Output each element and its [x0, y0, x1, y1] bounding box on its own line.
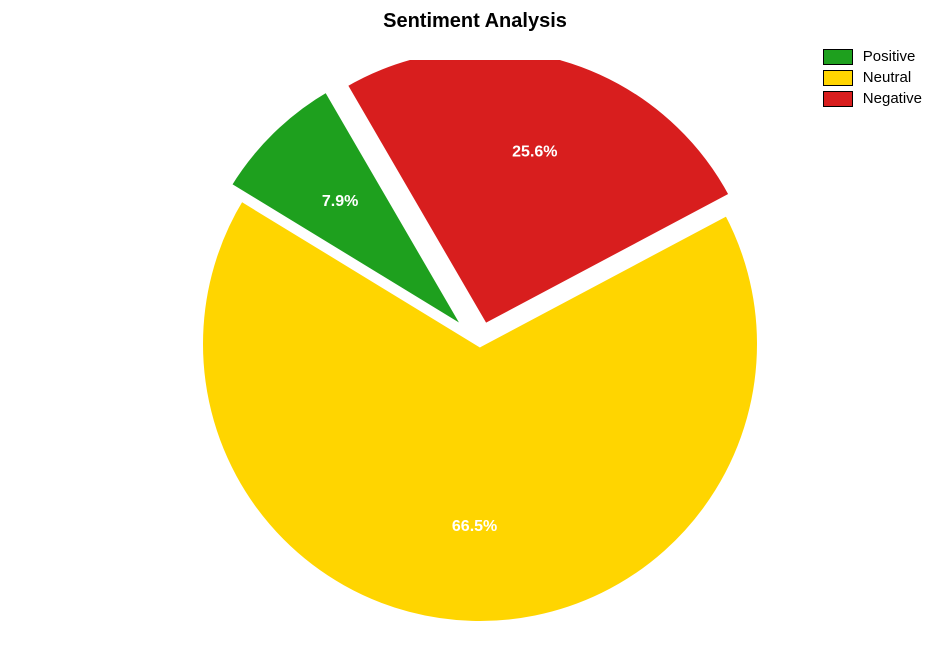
- chart-legend: Positive Neutral Negative: [823, 48, 922, 111]
- legend-label-negative: Negative: [863, 90, 922, 107]
- pie-chart-svg: 66.5% 7.9% 25.6%: [200, 60, 760, 640]
- pie-label-negative: 25.6%: [512, 144, 557, 161]
- pie-label-neutral: 66.5%: [452, 518, 497, 535]
- pie-label-positive: 7.9%: [322, 193, 358, 210]
- legend-item-positive: Positive: [823, 48, 922, 65]
- legend-swatch-positive: [823, 49, 853, 65]
- legend-label-positive: Positive: [863, 48, 916, 65]
- pie-chart-container: Sentiment Analysis 66.5% 7.9% 25.6% Positi…: [0, 0, 950, 662]
- legend-swatch-neutral: [823, 70, 853, 86]
- legend-item-negative: Negative: [823, 90, 922, 107]
- chart-title: Sentiment Analysis: [383, 10, 567, 33]
- legend-swatch-negative: [823, 91, 853, 107]
- legend-item-neutral: Neutral: [823, 69, 922, 86]
- legend-label-neutral: Neutral: [863, 69, 911, 86]
